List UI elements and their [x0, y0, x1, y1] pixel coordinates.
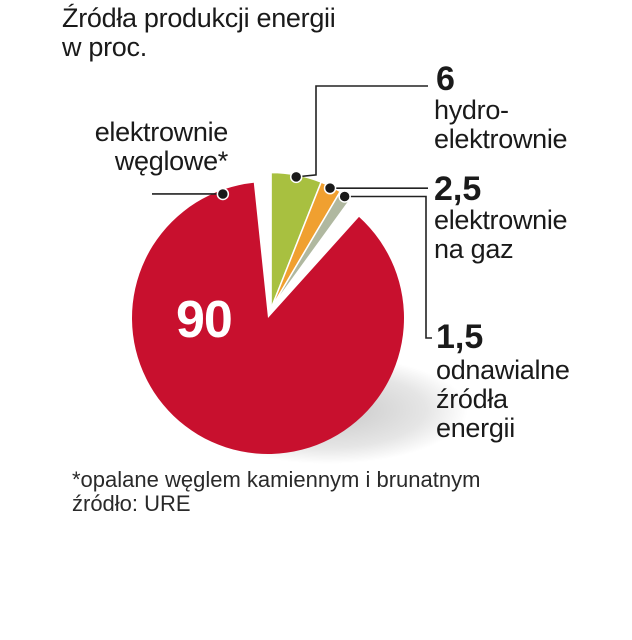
gas-dot	[323, 181, 337, 195]
renewable-value-label: 1,5	[436, 318, 484, 356]
coal-label: elektrownie węglowe*	[56, 117, 229, 177]
chart-title-line-2: w proc.	[62, 32, 147, 63]
gas-label-line-2: na gaz	[434, 234, 514, 265]
renewable-leader	[344, 195, 432, 339]
renewable-label-line-1: odnawialne	[436, 355, 570, 385]
coal-slice	[132, 182, 405, 454]
coal-dot	[216, 187, 230, 201]
renewable-label: odnawialne źródła energii	[436, 355, 570, 444]
hydro-leader	[296, 85, 428, 178]
hydro-label-line-1: hydro-	[434, 95, 509, 125]
hydro-label-line-2: elektrownie	[434, 124, 568, 155]
chart-notes: *opalane węglem kamiennym i brunatnym źr…	[72, 467, 481, 517]
gas-label-line-1: elektrownie	[434, 205, 568, 235]
renewable-dot	[338, 190, 351, 203]
renewable-label-line-2: źródła	[436, 384, 508, 415]
coal-label-line-1: elektrownie	[94, 117, 229, 147]
renewable-label-line-3: energii	[436, 413, 515, 444]
hydro-label: hydro- elektrownie	[434, 95, 568, 155]
source-note: źródło: URE	[72, 491, 191, 517]
gas-value-label: 2,5	[434, 170, 482, 208]
gas-label: elektrownie na gaz	[434, 205, 568, 265]
footnote: *opalane węglem kamiennym i brunatnym	[72, 467, 481, 492]
hydro-dot	[289, 170, 303, 184]
chart-title: Źródła produkcji energii w proc.	[62, 3, 336, 63]
coal-label-line-2: węglowe*	[114, 146, 228, 177]
chart-title-line-1: Źródła produkcji energii	[62, 3, 336, 33]
coal-value-label: 90	[176, 291, 233, 349]
hydro-value-label: 6	[436, 60, 455, 98]
